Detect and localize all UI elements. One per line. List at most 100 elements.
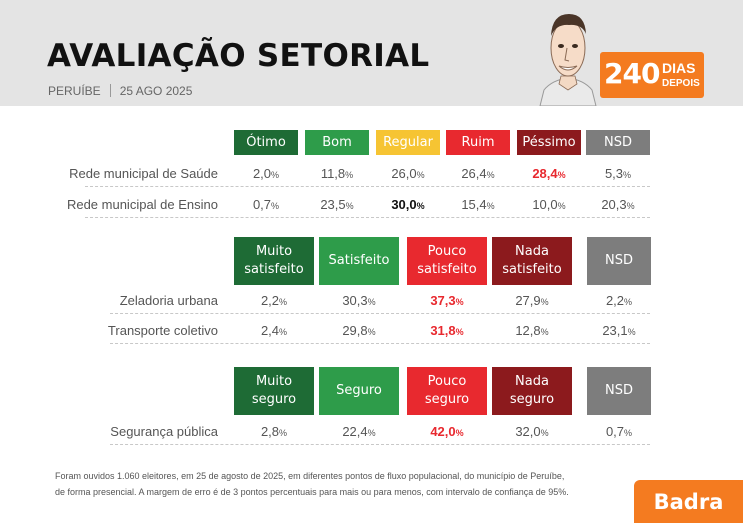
column-header: Regular xyxy=(376,130,440,155)
data-cell: 28,4% xyxy=(517,166,581,181)
cell-percent-sign: % xyxy=(271,201,280,211)
cell-value: 2,8 xyxy=(260,424,280,439)
cell-percent-sign: % xyxy=(416,170,425,180)
column-header: NSD xyxy=(587,367,651,415)
cell-percent-sign: % xyxy=(345,170,354,180)
column-header: Bom xyxy=(305,130,369,155)
row-label: Segurança pública xyxy=(110,424,218,439)
cell-percent-sign: % xyxy=(557,170,566,180)
row-divider xyxy=(85,217,650,218)
cell-value: 0,7 xyxy=(252,197,272,212)
cell-percent-sign: % xyxy=(540,428,549,438)
data-cell: 2,0% xyxy=(234,166,298,181)
cell-percent-sign: % xyxy=(540,297,549,307)
cell-value: 15,4 xyxy=(461,197,487,212)
cell-percent-sign: % xyxy=(345,201,354,211)
cell-percent-sign: % xyxy=(367,428,376,438)
data-cell: 42,0% xyxy=(407,424,487,439)
data-cell: 23,5% xyxy=(305,197,369,212)
cell-value: 32,0 xyxy=(515,424,541,439)
data-cell: 5,3% xyxy=(586,166,650,181)
cell-value: 31,8 xyxy=(430,323,456,338)
column-header: Muito satisfeito xyxy=(234,237,314,285)
data-cell: 15,4% xyxy=(446,197,510,212)
cell-percent-sign: % xyxy=(557,201,566,211)
cell-percent-sign: % xyxy=(279,428,288,438)
cell-value: 26,0 xyxy=(391,166,417,181)
cell-value: 28,4 xyxy=(532,166,558,181)
row-divider xyxy=(110,444,650,445)
data-cell: 26,4% xyxy=(446,166,510,181)
divider xyxy=(109,84,111,97)
cell-percent-sign: % xyxy=(624,428,633,438)
column-header: Pouco satisfeito xyxy=(407,237,487,285)
cell-percent-sign: % xyxy=(455,428,464,438)
cell-value: 27,9 xyxy=(515,293,541,308)
data-cell: 30,3% xyxy=(319,293,399,308)
data-cell: 2,8% xyxy=(234,424,314,439)
cell-value: 26,4 xyxy=(461,166,487,181)
data-cell: 2,4% xyxy=(234,323,314,338)
days-badge: 240 DIAS DEPOIS xyxy=(600,52,704,98)
cell-value: 30,0 xyxy=(391,197,417,212)
row-label: Rede municipal de Saúde xyxy=(69,166,218,181)
cell-value: 30,3 xyxy=(342,293,368,308)
footnote-line1: Foram ouvidos 1.060 eleitores, em 25 de … xyxy=(55,471,565,481)
column-header: Seguro xyxy=(319,367,399,415)
cell-value: 2,0 xyxy=(252,166,272,181)
badge-line2: DEPOIS xyxy=(662,78,700,89)
data-cell: 31,8% xyxy=(407,323,487,338)
cell-percent-sign: % xyxy=(367,297,376,307)
cell-percent-sign: % xyxy=(626,201,635,211)
cell-value: 42,0 xyxy=(430,424,456,439)
cell-value: 5,3 xyxy=(604,166,624,181)
data-cell: 10,0% xyxy=(517,197,581,212)
cell-percent-sign: % xyxy=(416,201,425,211)
row-label: Rede municipal de Ensino xyxy=(66,197,218,212)
data-cell: 30,0% xyxy=(376,197,440,212)
data-cell: 20,3% xyxy=(586,197,650,212)
cell-percent-sign: % xyxy=(279,327,288,337)
badge-number: 240 xyxy=(604,57,660,90)
cell-value: 2,2 xyxy=(260,293,280,308)
data-cell: 0,7% xyxy=(587,424,651,439)
cell-percent-sign: % xyxy=(455,327,464,337)
data-cell: 26,0% xyxy=(376,166,440,181)
badge-line1: DIAS xyxy=(662,60,696,76)
column-header: NSD xyxy=(587,237,651,285)
column-header: Satisfeito xyxy=(319,237,399,285)
column-header: Ótimo xyxy=(234,130,298,155)
column-header: Nada seguro xyxy=(492,367,572,415)
cell-value: 23,1 xyxy=(602,323,628,338)
data-cell: 27,9% xyxy=(492,293,572,308)
methodology-note: Foram ouvidos 1.060 eleitores, em 25 de … xyxy=(55,468,615,500)
column-header: Péssimo xyxy=(517,130,581,155)
cell-percent-sign: % xyxy=(623,170,632,180)
column-header: Muito seguro xyxy=(234,367,314,415)
data-cell: 0,7% xyxy=(234,197,298,212)
cell-percent-sign: % xyxy=(279,297,288,307)
header-banner: AVALIAÇÃO SETORIAL PERUÍBE 25 AGO 2025 24… xyxy=(0,0,743,106)
row-divider xyxy=(85,186,650,187)
data-cell: 11,8% xyxy=(305,166,369,181)
cell-percent-sign: % xyxy=(540,327,549,337)
cell-percent-sign: % xyxy=(627,327,636,337)
cell-value: 29,8 xyxy=(342,323,368,338)
data-cell: 29,8% xyxy=(319,323,399,338)
location-date: PERUÍBE 25 AGO 2025 xyxy=(48,84,192,98)
cell-percent-sign: % xyxy=(455,297,464,307)
column-header: Pouco seguro xyxy=(407,367,487,415)
column-header: Nada satisfeito xyxy=(492,237,572,285)
data-cell: 2,2% xyxy=(587,293,651,308)
column-header: Ruim xyxy=(446,130,510,155)
data-cell: 2,2% xyxy=(234,293,314,308)
caricature-portrait xyxy=(539,14,597,106)
data-cell: 23,1% xyxy=(587,323,651,338)
data-cell: 22,4% xyxy=(319,424,399,439)
cell-value: 0,7 xyxy=(605,424,625,439)
row-divider xyxy=(110,343,650,344)
cell-percent-sign: % xyxy=(271,170,280,180)
cell-percent-sign: % xyxy=(624,297,633,307)
city-label: PERUÍBE xyxy=(48,84,101,98)
